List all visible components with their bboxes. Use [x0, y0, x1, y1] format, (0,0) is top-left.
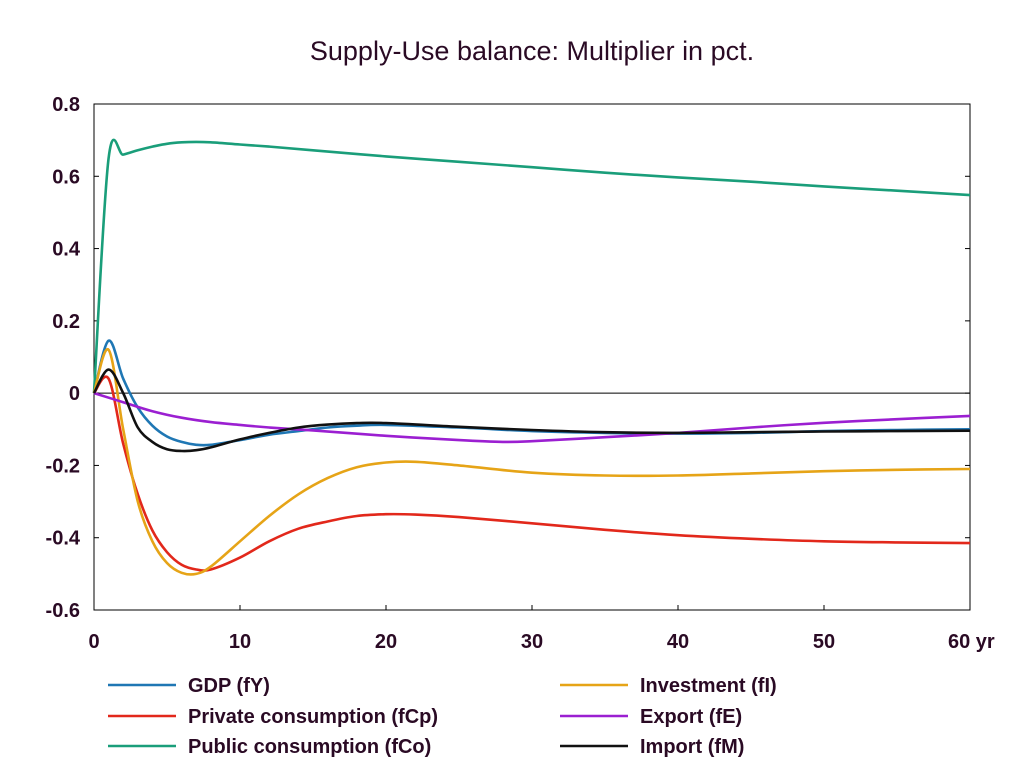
series-line-import-fm	[92, 368, 971, 453]
y-tick-label: 0	[69, 383, 80, 405]
x-tick-label: 20	[375, 631, 397, 653]
series-line-investment-fi	[92, 348, 971, 576]
y-tick-label: -0.4	[46, 528, 81, 550]
x-tick-label: 60 yr	[948, 631, 995, 653]
y-tick-label: -0.2	[46, 455, 80, 477]
y-tick-label: 0.2	[52, 311, 80, 333]
y-tick-label: -0.6	[46, 600, 80, 622]
legend-label-investment-fi: Investment (fI)	[640, 675, 777, 697]
chart-title: Supply-Use balance: Multiplier in pct.	[310, 36, 754, 66]
series-line-export-fe	[93, 391, 971, 444]
plot-area: -0.6 -0.4 -0.2 0 0.2 0.4 0.6 0.8 0 10 20 30 40 50 60 y…	[46, 94, 995, 653]
x-tick-label: 10	[229, 631, 251, 653]
legend-label-import-fm: Import (fM)	[640, 736, 744, 758]
series-line-private-consumption-fcp	[92, 375, 971, 572]
legend-label-export-fe: Export (fE)	[640, 706, 742, 728]
y-tick-label: 0.4	[52, 239, 81, 261]
legend-label-private-consumption-fcp: Private consumption (fCp)	[188, 706, 438, 728]
x-tick-label: 50	[813, 631, 835, 653]
x-tick-label: 0	[88, 631, 99, 653]
plot-frame	[93, 103, 971, 611]
legend-label-public-consumption-fco: Public consumption (fCo)	[188, 736, 431, 758]
legend: GDP (fY) Private consumption (fCp) Public …	[108, 675, 777, 758]
legend-label-gdp-fy: GDP (fY)	[188, 675, 270, 697]
series-line-public-consumption-fco	[92, 138, 971, 394]
y-tick-label: 0.8	[52, 94, 80, 116]
x-tick-label: 40	[667, 631, 689, 653]
x-tick-label: 30	[521, 631, 543, 653]
y-tick-label: 0.6	[52, 166, 80, 188]
